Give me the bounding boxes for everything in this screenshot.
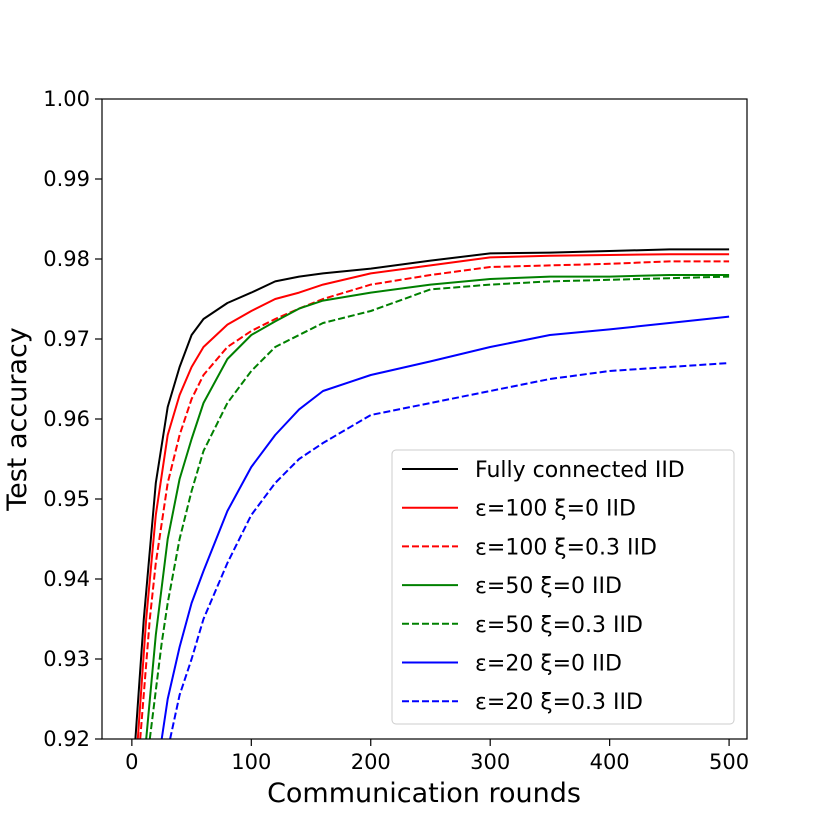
y-tick-label: 0.93	[43, 647, 90, 671]
y-tick-label: 0.95	[43, 487, 90, 511]
x-tick-label: 400	[590, 750, 630, 774]
legend-label-6: ε=20 ξ=0 IID	[475, 652, 622, 677]
y-tick-label: 0.99	[43, 167, 90, 191]
series-line-4	[145, 274, 730, 739]
legend-label-1: Fully connected IID	[475, 458, 685, 483]
series-line-3	[139, 260, 730, 739]
y-axis-label: Test accuracy	[2, 327, 33, 512]
x-axis-label: Communication rounds	[267, 778, 581, 809]
y-tick-label: 0.92	[43, 727, 90, 751]
legend-label-7: ε=20 ξ=0.3 IID	[475, 690, 643, 715]
legend: Fully connected IID ε=100 ξ=0 IID ε=100 ξ=…	[391, 449, 735, 725]
y-tick-label: 0.96	[43, 407, 90, 431]
series-layer	[134, 248, 730, 739]
x-tick-label: 0	[125, 750, 138, 774]
x-tick-label: 300	[470, 750, 510, 774]
x-axis-ticks: 0 100 200 300 400 500	[125, 739, 749, 774]
series-line-7	[169, 362, 730, 739]
series-line-2	[136, 253, 730, 739]
y-axis-ticks: 0.92 0.93 0.94 0.95 0.96 0.97 0.98 0.99 1.00	[43, 87, 102, 751]
y-tick-label: 0.98	[43, 247, 90, 271]
series-line-1	[134, 248, 730, 739]
series-line-5	[148, 275, 730, 739]
x-tick-label: 100	[231, 750, 271, 774]
y-tick-label: 0.94	[43, 567, 90, 591]
legend-box	[391, 449, 735, 725]
y-tick-label: 1.00	[43, 87, 90, 111]
legend-label-5: ε=50 ξ=0.3 IID	[475, 613, 643, 638]
legend-label-3: ε=100 ξ=0.3 IID	[475, 535, 657, 560]
y-tick-label: 0.97	[43, 327, 90, 351]
x-tick-label: 500	[709, 750, 749, 774]
x-tick-label: 200	[351, 750, 391, 774]
legend-label-2: ε=100 ξ=0 IID	[475, 497, 636, 522]
series-line-6	[160, 315, 730, 739]
legend-label-4: ε=50 ξ=0 IID	[475, 574, 622, 599]
